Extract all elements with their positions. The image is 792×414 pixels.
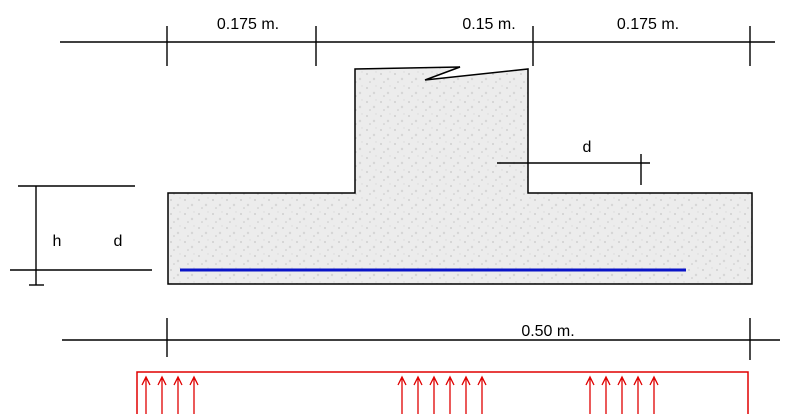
pressure-arrow [633, 375, 643, 414]
d-dimension: d [497, 139, 650, 185]
left-dimension: h d [10, 185, 152, 286]
dimension-label: d [583, 139, 592, 156]
pressure-arrow [477, 375, 487, 414]
pressure-arrow [157, 375, 167, 414]
pressure-arrow [601, 375, 611, 414]
top-dimension: 0.175 m. 0.15 m. 0.175 m. [60, 16, 775, 66]
dimension-label: d [114, 233, 123, 250]
soil-pressure [136, 371, 749, 414]
pressure-arrow [173, 375, 183, 414]
dimension-label: h [53, 233, 62, 250]
pressure-arrow [429, 375, 439, 414]
footing [167, 66, 753, 285]
pressure-arrow [461, 375, 471, 414]
pressure-arrow [413, 375, 423, 414]
pressure-arrow [141, 375, 151, 414]
pressure-arrow [189, 375, 199, 414]
dimension-label: 0.175 m. [617, 16, 679, 33]
dimension-label: 0.175 m. [217, 16, 279, 33]
pressure-arrow [397, 375, 407, 414]
bottom-dimension: 0.50 m. [62, 318, 780, 360]
dimension-label: 0.50 m. [521, 323, 574, 340]
dimension-label: 0.15 m. [462, 16, 515, 33]
pressure-arrow [445, 375, 455, 414]
pressure-arrow [617, 375, 627, 414]
pressure-arrow [649, 375, 659, 414]
pressure-arrow [585, 375, 595, 414]
